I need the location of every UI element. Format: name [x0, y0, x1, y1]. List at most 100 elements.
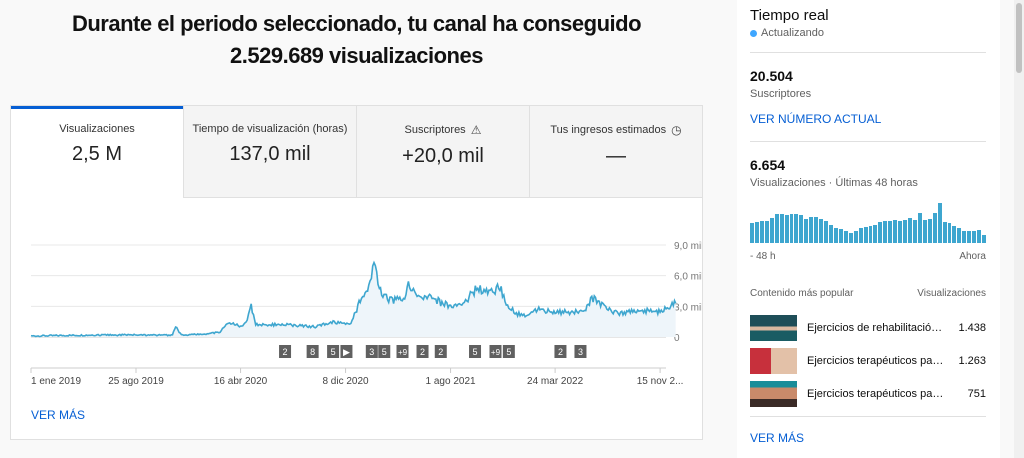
video-marker[interactable]: ▶: [340, 345, 353, 358]
realtime-bar: [769, 218, 774, 243]
realtime-bar: [908, 218, 912, 243]
realtime-bar: [957, 227, 962, 243]
realtime-title: Tiempo real: [750, 7, 829, 24]
live-dot-icon: [750, 29, 757, 37]
realtime-bar: [853, 231, 858, 243]
realtime-bar: [878, 222, 883, 243]
realtime-bar: [903, 219, 907, 243]
marker-label: 2: [283, 347, 288, 357]
realtime-bar: [937, 203, 942, 243]
see-more-popular-link[interactable]: VER MÁS: [750, 431, 805, 445]
marker-label: 3: [578, 347, 583, 357]
x-tick-label: 25 ago 2019: [108, 376, 164, 387]
y-tick-label: 9,0 mil: [674, 241, 702, 252]
see-current-number-link[interactable]: VER NÚMERO ACTUAL: [750, 112, 882, 126]
marker-label: 2: [438, 347, 443, 357]
video-marker[interactable]: 5: [469, 345, 482, 358]
marker-label: 5: [382, 347, 387, 357]
realtime-bar: [962, 231, 967, 243]
realtime-bar: [754, 222, 759, 243]
realtime-bar: [947, 223, 952, 243]
realtime-bar: [814, 217, 819, 243]
realtime-bar: [898, 221, 903, 243]
realtime-bar: [982, 235, 986, 243]
area-fill: [31, 262, 676, 337]
video-marker[interactable]: +9: [396, 345, 409, 358]
video-marker[interactable]: 5: [327, 345, 340, 358]
tab-revenue[interactable]: Tus ingresos estimados ◷ —: [529, 106, 702, 198]
realtime-bar: [833, 227, 838, 243]
headline: Durante el periodo seleccionado, tu cana…: [71, 11, 642, 68]
realtime-bar: [819, 219, 824, 243]
realtime-bar: [967, 231, 972, 243]
marker-label: 5: [331, 347, 336, 357]
x-tick-label: 8 dic 2020: [322, 376, 369, 387]
video-marker[interactable]: 3: [574, 345, 587, 358]
realtime-bar: [774, 214, 779, 243]
realtime-bar: [873, 225, 878, 243]
marker-label: +9: [398, 348, 408, 357]
x-tick-label: 1 ago 2021: [426, 376, 476, 387]
video-marker[interactable]: 8: [306, 345, 319, 358]
marker-label: 5: [506, 347, 511, 357]
x-tick-label: 24 mar 2022: [527, 376, 584, 387]
marker-label: 2: [420, 347, 425, 357]
realtime-bar: [784, 215, 789, 243]
scrollbar[interactable]: [1014, 0, 1024, 458]
realtime-bar: [779, 214, 784, 243]
video-marker[interactable]: 2: [416, 345, 429, 358]
realtime-bar: [789, 214, 794, 243]
realtime-bar: [824, 221, 828, 243]
video-item[interactable]: Ejercicios de rehabilitación de muñeca1.…: [750, 311, 986, 344]
y-tick-label: 3,0 mil: [674, 302, 702, 313]
realtime-bar: [858, 227, 863, 243]
realtime-panel: Tiempo real Actualizando 20.504 Suscript…: [737, 0, 1000, 458]
realtime-bar: [829, 225, 833, 243]
x-tick-label: 15 nov 2...: [637, 376, 684, 387]
realtime-bar: [764, 221, 769, 243]
tab-subscribers[interactable]: Suscriptores ⚠ +20,0 mil: [356, 106, 529, 198]
realtime-bar: [750, 223, 754, 243]
video-thumbnail: [750, 380, 797, 407]
y-tick-label: 0: [674, 333, 680, 344]
video-marker[interactable]: 5: [378, 345, 391, 358]
tab-views[interactable]: Visualizaciones 2,5 M: [11, 106, 183, 198]
video-marker[interactable]: +9: [489, 345, 502, 358]
y-tick-label: 6,0 mil: [674, 272, 702, 283]
video-marker[interactable]: 2: [554, 345, 567, 358]
realtime-bar: [917, 213, 922, 243]
video-item[interactable]: Ejercicios terapéuticos para codo751: [750, 377, 986, 410]
video-thumbnail: [750, 347, 797, 374]
analytics-card: Visualizaciones 2,5 M Tiempo de visualiza…: [10, 105, 703, 440]
video-marker[interactable]: 2: [279, 345, 292, 358]
realtime-bar: [893, 219, 898, 243]
x-tick-label: 16 abr 2020: [214, 376, 268, 387]
marker-label: ▶: [343, 347, 350, 357]
video-item[interactable]: Ejercicios terapéuticos para hombro1.263: [750, 344, 986, 377]
video-marker[interactable]: 2: [434, 345, 447, 358]
realtime-bar: [794, 214, 799, 243]
realtime-bar: [972, 231, 977, 243]
realtime-bar: [883, 221, 888, 243]
realtime-bar: [804, 219, 809, 243]
scrollbar-thumb[interactable]: [1016, 3, 1022, 73]
views-48h: 6.654: [750, 157, 786, 173]
realtime-bar: [843, 231, 848, 243]
realtime-bar: [888, 221, 893, 243]
video-marker[interactable]: 3: [365, 345, 378, 358]
realtime-bar: [868, 226, 873, 243]
marker-label: 5: [473, 347, 478, 357]
clock-icon: ◷: [671, 123, 682, 137]
subscriber-count: 20.504: [750, 68, 793, 84]
marker-label: 3: [369, 347, 374, 357]
realtime-bar: [927, 219, 932, 243]
realtime-bar-chart: [750, 203, 986, 243]
realtime-bar: [848, 233, 853, 243]
realtime-bar: [838, 229, 843, 243]
tab-watch-time[interactable]: Tiempo de visualización (horas) 137,0 mil: [183, 106, 356, 198]
marker-label: +9: [491, 348, 501, 357]
marker-label: 8: [310, 347, 315, 357]
video-marker[interactable]: 5: [502, 345, 515, 358]
see-more-link[interactable]: VER MÁS: [31, 408, 86, 422]
